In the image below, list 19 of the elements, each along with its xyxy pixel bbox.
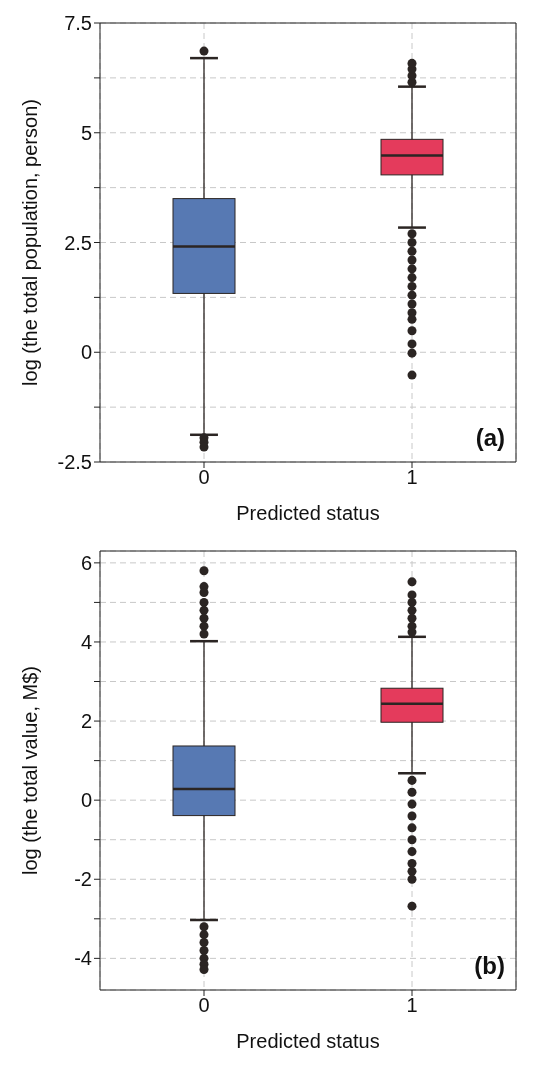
y-tick-label: -2 [74,868,92,891]
annotation: (b) [474,952,505,980]
y-tick-label: -4 [74,947,92,970]
y-tick-label: 0 [80,341,92,364]
annotation: (a) [475,424,505,452]
y-axis-title: log (the total population, person) [19,99,42,386]
y-tick-label: 4 [80,631,92,654]
y-tick-label: 6 [80,551,92,574]
x-axis-title: Predicted status [236,1030,380,1052]
y-tick-label: 0 [80,789,92,812]
y-axis-title: log (the total value, M$) [19,666,42,875]
y-tick-label: 2.5 [64,231,92,254]
x-axis-title: Predicted status [236,502,380,524]
x-tick-label: 1 [406,466,418,489]
y-tick-label: 5 [80,121,92,144]
y-tick-label: 7.5 [64,12,92,35]
y-tick-label: 2 [80,710,92,733]
x-tick-label: 1 [406,994,418,1017]
y-tick-label: -2.5 [57,451,92,474]
